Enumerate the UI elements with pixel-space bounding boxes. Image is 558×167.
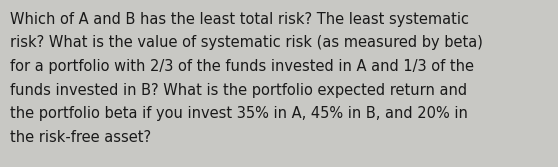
Text: Which of A and B has the least total risk? The least systematic: Which of A and B has the least total ris… [10,12,469,27]
Text: funds invested in B? What is the portfolio expected return and: funds invested in B? What is the portfol… [10,82,467,98]
Text: the risk-free asset?: the risk-free asset? [10,129,151,144]
Text: the portfolio beta if you invest 35% in A, 45% in B, and 20% in: the portfolio beta if you invest 35% in … [10,106,468,121]
Text: risk? What is the value of systematic risk (as measured by beta): risk? What is the value of systematic ri… [10,36,483,50]
Text: for a portfolio with 2/3 of the funds invested in A and 1/3 of the: for a portfolio with 2/3 of the funds in… [10,59,474,74]
